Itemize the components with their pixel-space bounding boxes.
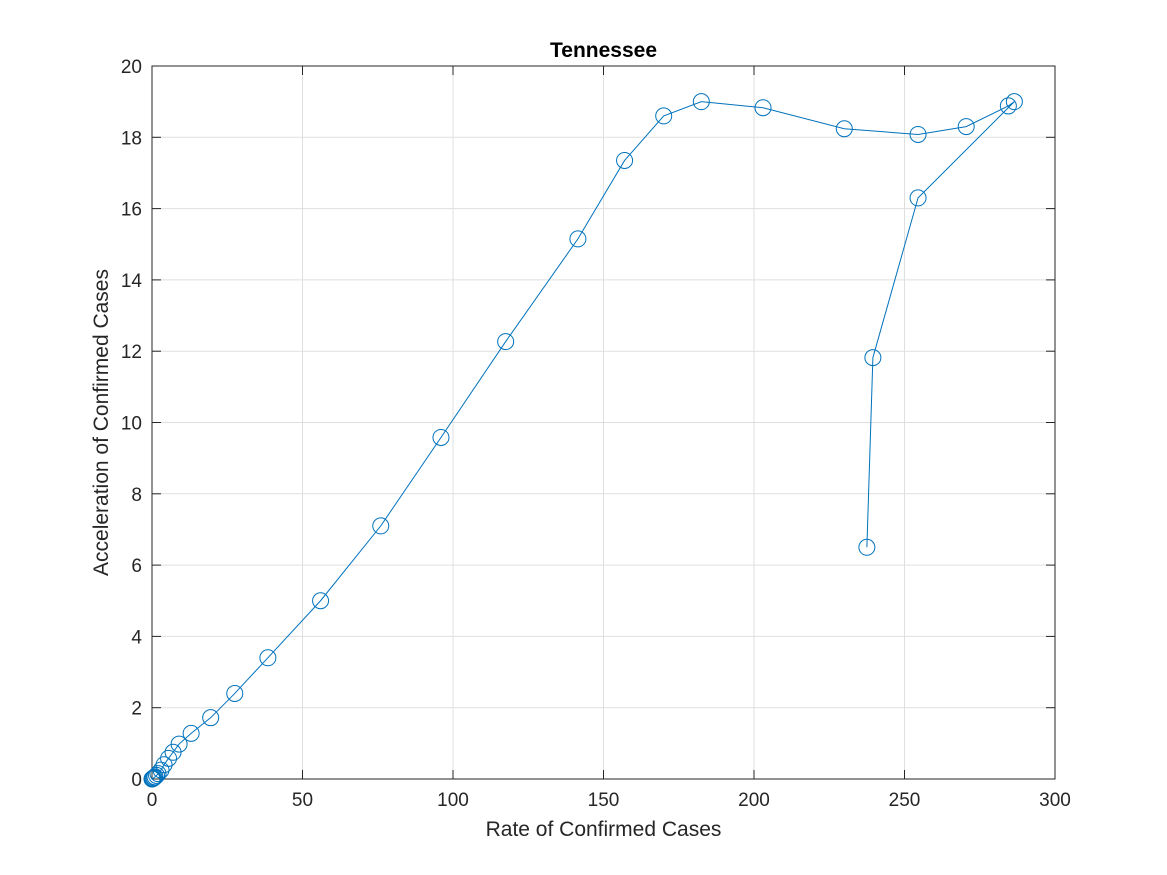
data-point-marker <box>432 428 450 446</box>
x-tick-label: 250 <box>889 790 921 811</box>
data-point-marker <box>372 517 390 535</box>
data-point-marker <box>858 538 876 556</box>
y-tick-label: 2 <box>131 699 142 720</box>
y-tick-label: 18 <box>121 128 142 149</box>
data-point-marker <box>909 125 927 143</box>
grid-lines <box>151 65 1056 780</box>
data-point-marker <box>170 735 188 753</box>
data-point-marker <box>692 93 710 111</box>
data-point-marker <box>909 189 927 207</box>
data-series <box>143 93 1023 788</box>
data-point-marker <box>754 99 772 117</box>
y-axis-label: Acceleration of Confirmed Cases <box>90 269 113 576</box>
data-point-marker <box>497 333 515 351</box>
y-tick-label: 4 <box>131 627 142 648</box>
chart-title: Tennessee <box>550 39 657 62</box>
y-tick-label: 6 <box>131 556 142 577</box>
data-point-marker <box>312 592 330 610</box>
data-point-marker <box>160 749 178 767</box>
data-point-marker <box>616 151 634 169</box>
data-point-marker <box>155 756 173 774</box>
data-point-marker <box>864 349 882 367</box>
x-tick-label: 50 <box>292 790 313 811</box>
x-axis-label: Rate of Confirmed Cases <box>486 818 722 841</box>
y-tick-label: 16 <box>121 200 142 221</box>
data-point-marker <box>999 97 1017 115</box>
axis-ticks: 0 50 100 150 200 250 300 0 2 4 6 8 10 12 14 16 18 20 <box>121 57 1071 811</box>
data-point-marker <box>569 230 587 248</box>
y-tick-label: 14 <box>121 271 143 292</box>
x-tick-label: 150 <box>588 790 620 811</box>
data-point-marker <box>226 684 244 702</box>
x-tick-label: 300 <box>1039 790 1071 811</box>
y-tick-label: 8 <box>131 485 142 506</box>
y-tick-label: 10 <box>121 414 142 435</box>
data-point-marker <box>149 765 167 783</box>
x-tick-label: 0 <box>147 790 158 811</box>
data-point-marker <box>202 709 220 727</box>
data-point-marker <box>835 120 853 138</box>
x-tick-label: 200 <box>738 790 770 811</box>
data-point-marker <box>655 107 673 125</box>
x-tick-label: 100 <box>437 790 469 811</box>
y-tick-label: 12 <box>121 342 142 363</box>
series-line <box>151 101 1015 780</box>
data-point-marker <box>1005 93 1023 111</box>
data-point-marker <box>957 118 975 136</box>
y-tick-label: 20 <box>121 57 142 78</box>
data-point-marker <box>146 768 164 786</box>
y-tick-label: 0 <box>131 770 142 791</box>
data-point-marker <box>259 649 277 667</box>
data-point-marker <box>182 724 200 742</box>
